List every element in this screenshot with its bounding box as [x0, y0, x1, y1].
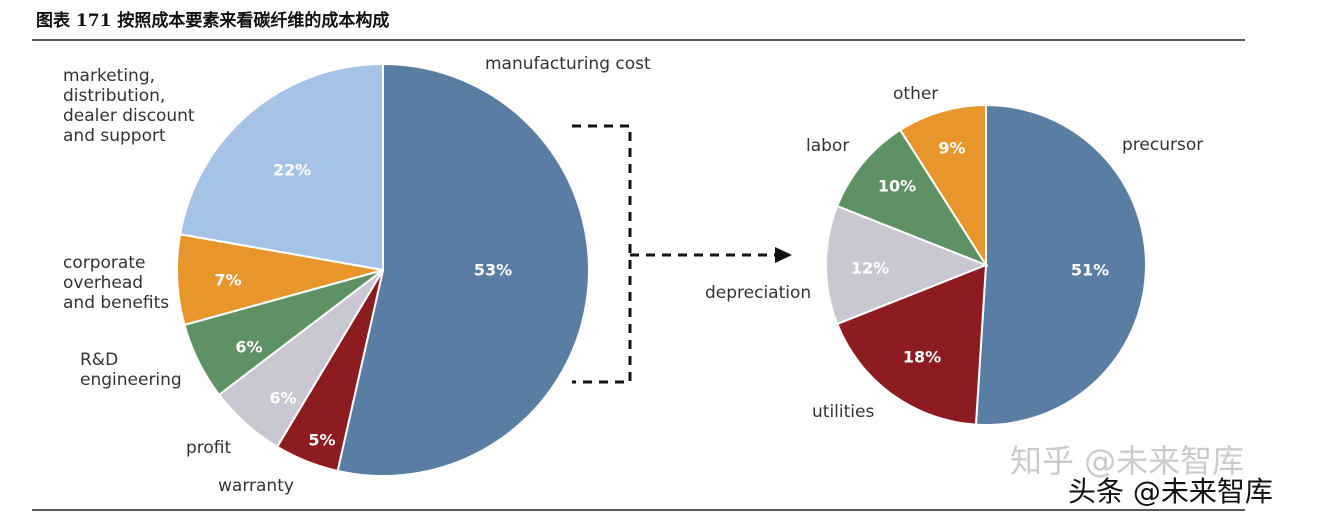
slice-label: other	[893, 84, 939, 104]
pie-slice	[178, 62, 384, 272]
pie-slice	[974, 103, 1148, 426]
slice-label: corporate overhead and benefits	[63, 253, 170, 313]
slice-label: manufacturing cost	[485, 54, 651, 74]
title: 图表 171 按照成本要素来看碳纤维的成本构成	[36, 11, 390, 31]
value-label: 5%	[308, 430, 336, 450]
value-label: 51%	[1070, 260, 1110, 280]
pie-slice	[835, 128, 989, 268]
pie-slice	[835, 263, 988, 426]
value-label: 10%	[877, 176, 917, 196]
value-label: 18%	[902, 347, 942, 367]
slice-label: warranty	[218, 476, 294, 496]
value-label: 22%	[272, 160, 312, 180]
slice-label: R&D engineering	[80, 350, 182, 390]
slice-label: labor	[806, 136, 850, 156]
watermark: 知乎 @未来智库	[1010, 442, 1245, 480]
value-label: 6%	[235, 337, 263, 357]
watermark: 头条 @未来智库	[1068, 475, 1273, 508]
value-label: 6%	[269, 388, 297, 408]
slice-label: precursor	[1122, 135, 1204, 155]
bracket	[572, 124, 632, 384]
slice-label: utilities	[812, 402, 875, 422]
pie-slice	[336, 62, 590, 477]
value-label: 12%	[850, 258, 890, 278]
value-label: 9%	[938, 138, 966, 158]
slice-label: marketing, distribution, dealer discount…	[63, 66, 195, 146]
slice-label: profit	[186, 438, 232, 458]
pie-slice	[898, 103, 987, 269]
slice-label: depreciation	[705, 283, 812, 303]
pie-slice	[825, 204, 989, 326]
arrow-head	[775, 247, 792, 263]
value-label: 7%	[214, 270, 242, 290]
value-label: 53%	[473, 260, 513, 280]
